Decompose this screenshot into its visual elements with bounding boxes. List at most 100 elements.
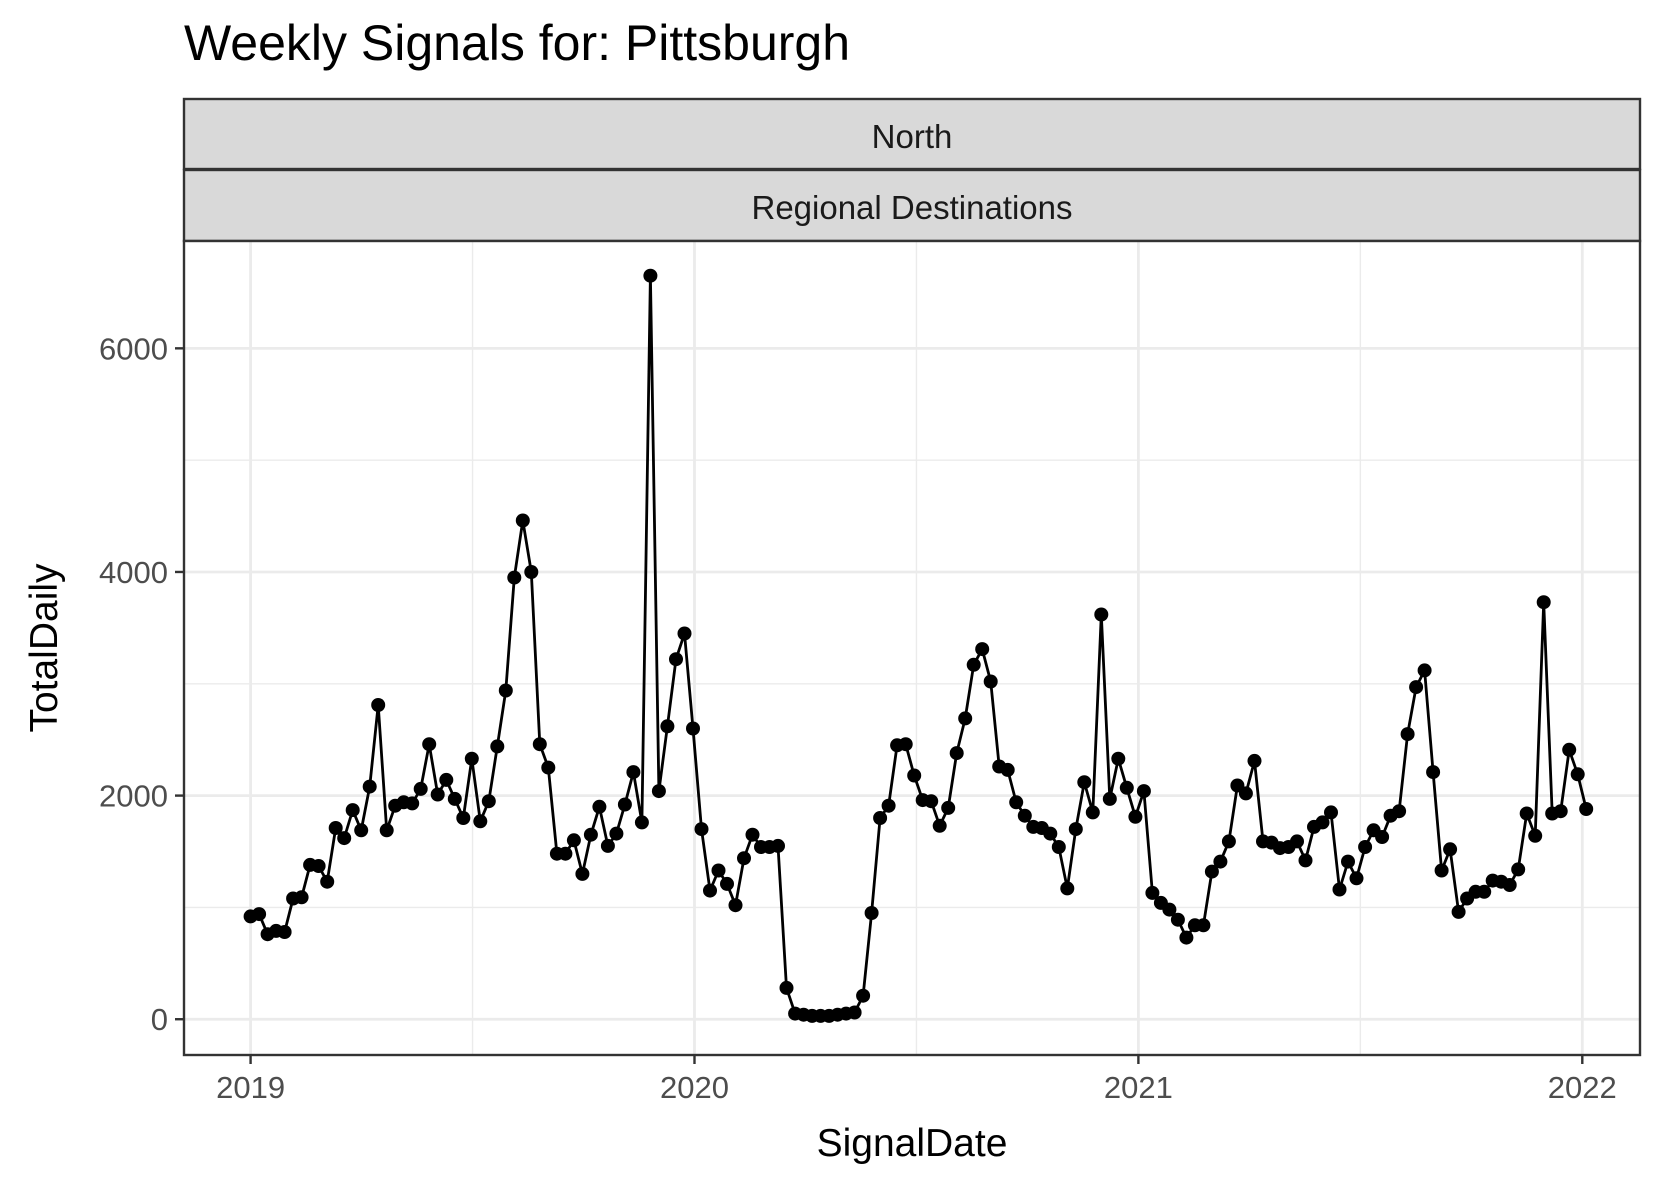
data-point — [1128, 809, 1143, 824]
data-point — [1358, 840, 1373, 854]
data-point — [1400, 727, 1415, 742]
data-point — [1111, 751, 1126, 766]
data-point — [686, 721, 700, 736]
data-point — [524, 565, 539, 579]
data-point — [669, 652, 683, 667]
data-point — [864, 906, 879, 920]
data-point — [464, 751, 479, 766]
data-point — [592, 799, 607, 814]
data-point — [422, 737, 437, 752]
data-point — [1528, 828, 1543, 843]
data-point — [703, 883, 717, 898]
data-point — [1579, 802, 1594, 816]
data-point — [481, 794, 496, 809]
data-point — [966, 657, 981, 672]
data-point — [1085, 805, 1100, 820]
data-point — [1221, 834, 1236, 849]
data-point — [856, 988, 871, 1003]
data-point — [958, 711, 973, 726]
data-point — [1298, 853, 1313, 868]
data-point — [881, 798, 896, 813]
y-axis: 0 2000 4000 6000 — [99, 331, 184, 1037]
data-point — [1502, 878, 1517, 892]
data-point — [1162, 902, 1177, 917]
data-point — [566, 833, 581, 848]
data-point — [1417, 663, 1432, 678]
data-point — [583, 827, 598, 842]
chart-title: Weekly Signals for: Pittsburgh — [184, 15, 851, 71]
data-point — [1238, 786, 1253, 801]
data-point — [1119, 780, 1134, 795]
data-point — [430, 787, 445, 802]
data-point — [1136, 784, 1151, 799]
data-point — [898, 737, 913, 752]
data-point — [1332, 882, 1347, 897]
data-point — [779, 980, 794, 995]
data-point — [1060, 881, 1075, 896]
grid-lines — [184, 241, 1640, 1055]
x-axis-title: SignalDate — [817, 1122, 1008, 1165]
data-point — [1570, 767, 1585, 782]
data-point — [1426, 765, 1441, 780]
data-point — [379, 823, 394, 838]
data-point — [371, 698, 386, 712]
series-points — [243, 268, 1594, 1023]
data-point — [1068, 822, 1083, 837]
data-point — [532, 737, 547, 752]
x-tick-label: 2020 — [660, 1070, 729, 1105]
data-point — [498, 683, 513, 698]
facet-strip-2-label: Regional Destinations — [751, 189, 1072, 226]
data-point — [1409, 680, 1424, 695]
data-point — [1315, 815, 1330, 830]
data-point — [1000, 762, 1015, 777]
data-point — [1519, 806, 1534, 821]
y-tick-label: 4000 — [99, 555, 168, 590]
data-point — [1017, 808, 1032, 823]
data-point — [456, 811, 471, 825]
data-point — [1213, 854, 1228, 869]
data-point — [1204, 864, 1219, 879]
data-point — [1077, 775, 1092, 790]
data-point — [252, 907, 267, 922]
data-point — [405, 796, 420, 811]
data-point — [515, 513, 530, 528]
data-point — [907, 768, 922, 783]
data-point — [575, 866, 590, 881]
data-point — [728, 898, 743, 913]
data-point — [1443, 842, 1458, 857]
data-point — [1511, 862, 1526, 877]
data-point — [558, 846, 573, 861]
data-point — [1051, 840, 1066, 854]
data-point — [413, 781, 428, 796]
data-point — [651, 784, 666, 799]
facet-strip-1: North — [182, 97, 1642, 171]
data-point — [473, 814, 488, 829]
data-point — [541, 760, 556, 775]
data-point — [1392, 804, 1407, 819]
data-point — [737, 851, 751, 866]
data-point — [1375, 830, 1390, 844]
data-point — [694, 822, 709, 837]
data-point — [626, 765, 641, 780]
data-point — [1170, 912, 1185, 927]
data-point — [1145, 885, 1160, 900]
data-point — [1349, 871, 1364, 886]
data-point — [507, 570, 522, 585]
facet-strip-1-label: North — [872, 118, 953, 155]
data-point — [932, 818, 947, 833]
data-point — [643, 268, 658, 283]
y-axis-title: TotalDaily — [23, 563, 66, 733]
data-point — [745, 827, 760, 842]
data-point — [447, 791, 462, 806]
data-point — [1451, 904, 1466, 919]
data-point — [490, 739, 505, 754]
data-point — [975, 642, 990, 657]
data-point — [354, 823, 369, 838]
data-point — [1553, 804, 1568, 819]
data-point — [1434, 863, 1449, 878]
data-point — [924, 794, 939, 809]
data-point — [1196, 918, 1211, 933]
data-point — [1009, 795, 1024, 810]
data-point — [1341, 854, 1355, 869]
